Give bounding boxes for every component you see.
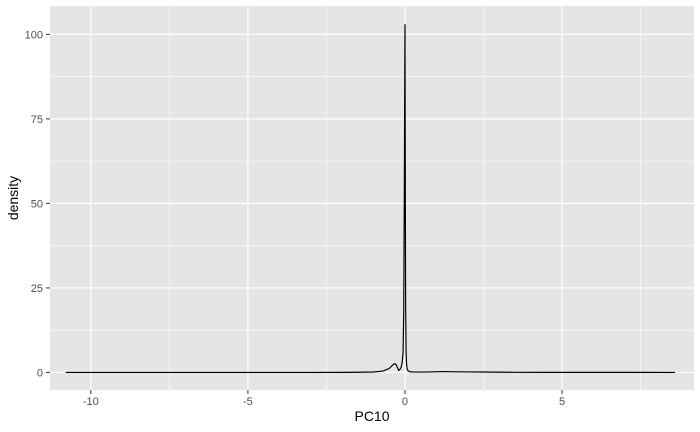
- y-axis-title: density: [5, 176, 21, 220]
- x-tick-label: 5: [559, 396, 565, 408]
- plot-panel: [50, 6, 694, 390]
- y-tick-label: 0: [37, 367, 43, 379]
- y-tick-label: 100: [25, 29, 43, 41]
- y-tick-label: 75: [31, 114, 43, 126]
- x-tick-label: 0: [402, 396, 408, 408]
- y-tick-label: 50: [31, 198, 43, 210]
- density-curve: [65, 24, 676, 374]
- y-tick-label: 25: [31, 283, 43, 295]
- x-tick-label: -5: [243, 396, 253, 408]
- x-tick-label: -10: [83, 396, 99, 408]
- x-axis-title: PC10: [354, 408, 389, 424]
